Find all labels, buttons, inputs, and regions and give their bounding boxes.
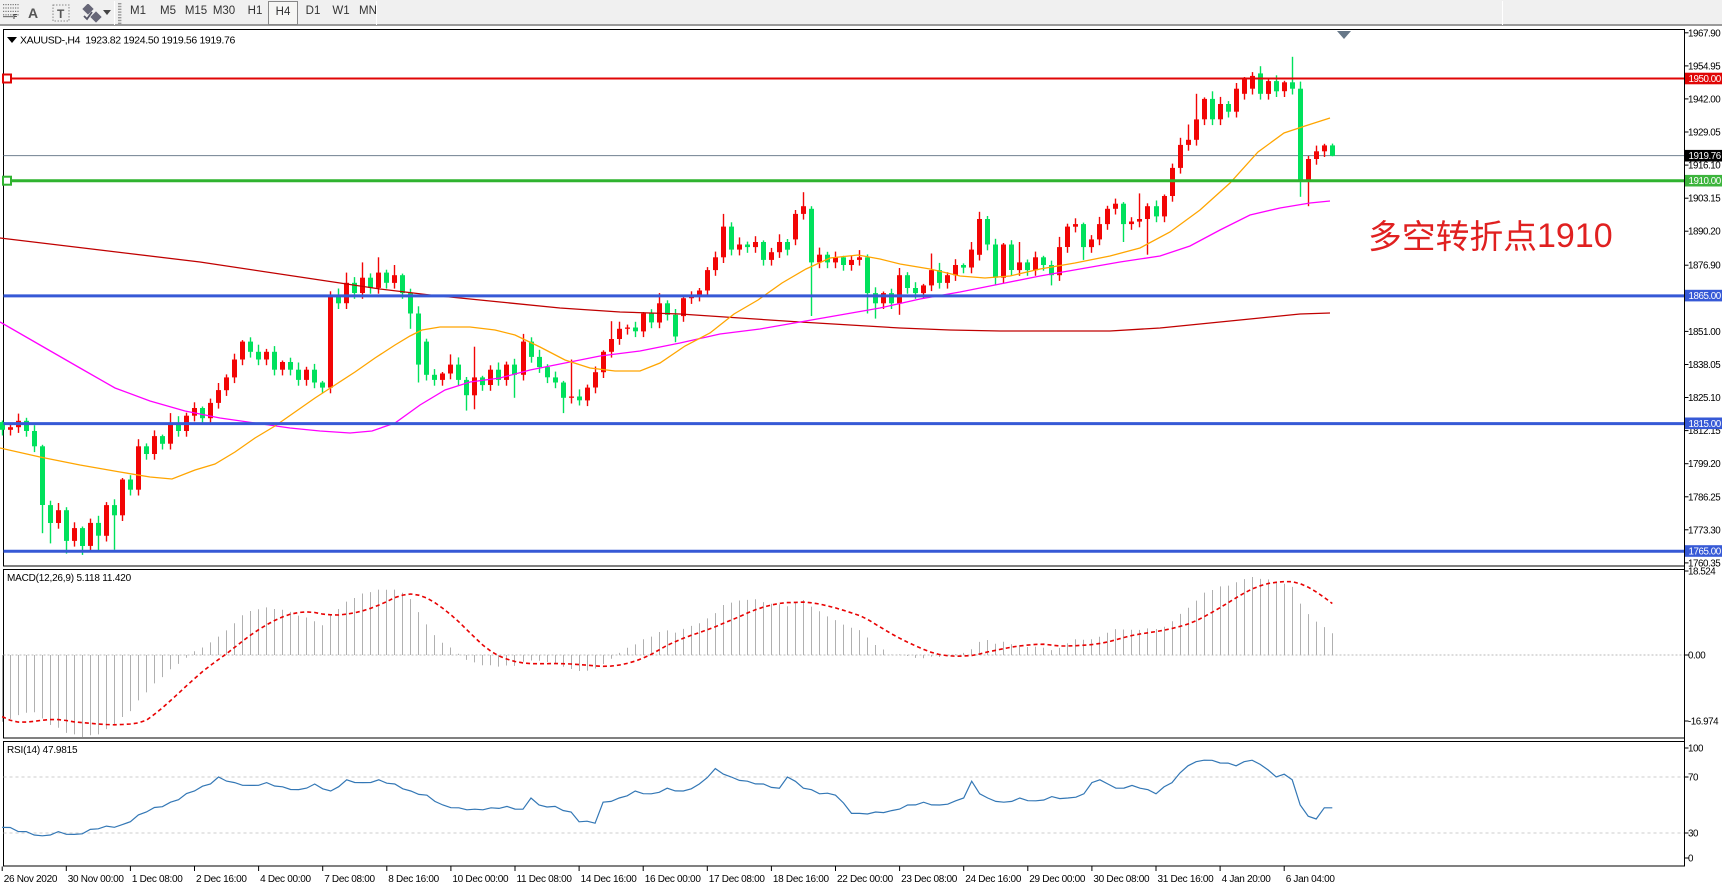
svg-text:70: 70 bbox=[1688, 773, 1699, 784]
svg-text:10 Dec 00:00: 10 Dec 00:00 bbox=[452, 874, 509, 885]
svg-text:18.524: 18.524 bbox=[1688, 567, 1716, 578]
svg-text:1865.00: 1865.00 bbox=[1689, 291, 1722, 302]
svg-text:XAUUSD-,H4 1923.82 1924.50 19: XAUUSD-,H4 1923.82 1924.50 1919.56 1919.… bbox=[20, 35, 235, 47]
svg-text:7 Dec 08:00: 7 Dec 08:00 bbox=[324, 874, 375, 885]
svg-text:1916.10: 1916.10 bbox=[1688, 161, 1721, 172]
svg-text:1838.05: 1838.05 bbox=[1688, 360, 1721, 371]
svg-text:0.00: 0.00 bbox=[1688, 651, 1706, 662]
svg-text:1903.15: 1903.15 bbox=[1688, 194, 1721, 205]
svg-text:1812.15: 1812.15 bbox=[1688, 426, 1721, 437]
svg-text:100: 100 bbox=[1688, 744, 1704, 755]
svg-text:6 Jan 04:00: 6 Jan 04:00 bbox=[1286, 874, 1336, 885]
svg-text:8 Dec 16:00: 8 Dec 16:00 bbox=[388, 874, 439, 885]
svg-text:29 Dec 00:00: 29 Dec 00:00 bbox=[1029, 874, 1086, 885]
svg-text:1773.30: 1773.30 bbox=[1688, 525, 1721, 536]
svg-text:22 Dec 00:00: 22 Dec 00:00 bbox=[837, 874, 894, 885]
svg-text:1942.00: 1942.00 bbox=[1688, 94, 1721, 105]
svg-text:26 Nov 2020: 26 Nov 2020 bbox=[4, 874, 58, 885]
svg-text:1876.90: 1876.90 bbox=[1688, 261, 1721, 272]
svg-text:T: T bbox=[57, 7, 65, 21]
svg-text:17 Dec 08:00: 17 Dec 08:00 bbox=[709, 874, 766, 885]
svg-text:1 Dec 08:00: 1 Dec 08:00 bbox=[132, 874, 183, 885]
svg-text:4 Dec 00:00: 4 Dec 00:00 bbox=[260, 874, 311, 885]
svg-text:23 Dec 08:00: 23 Dec 08:00 bbox=[901, 874, 958, 885]
svg-text:31 Dec 16:00: 31 Dec 16:00 bbox=[1158, 874, 1215, 885]
svg-text:1910.00: 1910.00 bbox=[1689, 176, 1722, 187]
svg-text:4 Jan 20:00: 4 Jan 20:00 bbox=[1222, 874, 1272, 885]
svg-text:RSI(14) 47.9815: RSI(14) 47.9815 bbox=[7, 745, 78, 756]
svg-text:1799.20: 1799.20 bbox=[1688, 459, 1721, 470]
svg-text:30 Dec 08:00: 30 Dec 08:00 bbox=[1093, 874, 1150, 885]
svg-text:1890.20: 1890.20 bbox=[1688, 227, 1721, 238]
svg-text:30: 30 bbox=[1688, 829, 1699, 840]
svg-text:30 Nov 00:00: 30 Nov 00:00 bbox=[68, 874, 125, 885]
svg-text:F: F bbox=[13, 14, 18, 20]
svg-text:24 Dec 16:00: 24 Dec 16:00 bbox=[965, 874, 1022, 885]
svg-text:14 Dec 16:00: 14 Dec 16:00 bbox=[581, 874, 638, 885]
svg-text:1967.90: 1967.90 bbox=[1688, 28, 1721, 39]
svg-text:2 Dec 16:00: 2 Dec 16:00 bbox=[196, 874, 247, 885]
svg-text:1760.35: 1760.35 bbox=[1688, 558, 1721, 569]
svg-text:MACD(12,26,9) 5.118 11.420: MACD(12,26,9) 5.118 11.420 bbox=[7, 573, 132, 584]
svg-text:0: 0 bbox=[1688, 854, 1694, 865]
svg-text:11 Dec 08:00: 11 Dec 08:00 bbox=[517, 874, 573, 885]
svg-text:1851.00: 1851.00 bbox=[1688, 327, 1721, 338]
svg-text:1815.00: 1815.00 bbox=[1689, 419, 1722, 430]
svg-text:16 Dec 00:00: 16 Dec 00:00 bbox=[645, 874, 702, 885]
svg-text:1910: 1910 bbox=[1537, 217, 1613, 255]
svg-text:1954.95: 1954.95 bbox=[1688, 61, 1721, 72]
svg-text:1765.00: 1765.00 bbox=[1689, 547, 1722, 558]
svg-text:18 Dec 16:00: 18 Dec 16:00 bbox=[773, 874, 830, 885]
svg-text:1825.10: 1825.10 bbox=[1688, 393, 1721, 404]
svg-text:-16.974: -16.974 bbox=[1688, 717, 1719, 728]
svg-text:1786.25: 1786.25 bbox=[1688, 492, 1721, 503]
svg-text:1950.00: 1950.00 bbox=[1689, 74, 1722, 85]
svg-text:1919.76: 1919.76 bbox=[1689, 151, 1722, 162]
svg-text:1929.05: 1929.05 bbox=[1688, 128, 1721, 139]
